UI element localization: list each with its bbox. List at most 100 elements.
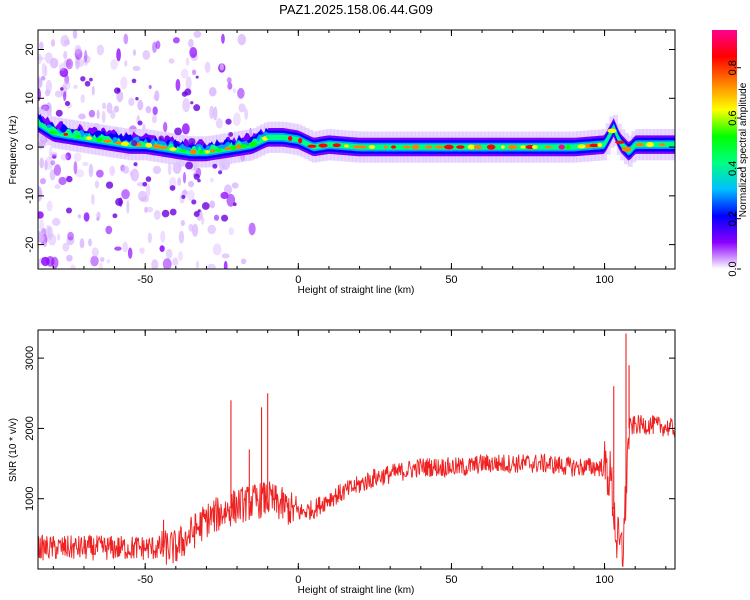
- spectrogram-blob: [201, 202, 210, 210]
- spectrogram-peak: [434, 145, 444, 149]
- spectrogram-speckle: [66, 236, 75, 246]
- spectrogram-speckle: [162, 258, 172, 269]
- spectrogram-speckle: [114, 246, 122, 251]
- snr-ytick-label: 3000: [24, 346, 36, 370]
- spectrogram-speckle: [191, 69, 197, 76]
- spectrogram-speckle: [49, 57, 59, 69]
- spectrogram-blob: [80, 76, 86, 82]
- spectrogram-speckle: [212, 106, 218, 121]
- spectrogram-speckle: [73, 152, 82, 162]
- spectrogram-speckle: [132, 49, 137, 56]
- spectrogram-speckle: [100, 256, 105, 263]
- spectrogram-speckle: [67, 231, 74, 241]
- spectrogram-speckle: [63, 91, 67, 102]
- spectrogram-speckle: [41, 256, 50, 267]
- spectrogram-peak: [585, 143, 591, 149]
- spectrogram-peak: [158, 145, 168, 150]
- spectrogram-speckle: [178, 230, 185, 244]
- spectrogram-speckle: [181, 123, 190, 135]
- spectrogram-speckle: [178, 251, 183, 262]
- spectrogram-speckle: [204, 61, 211, 73]
- colorbar-fill: [712, 30, 737, 269]
- spectrogram-speckle: [64, 74, 70, 85]
- spectrogram-peak: [95, 137, 103, 142]
- spectrogram-speckle: [207, 263, 216, 269]
- spectrogram-speckle: [79, 238, 85, 249]
- spectrogram-peak: [531, 145, 538, 150]
- spectrogram-peak: [659, 143, 666, 147]
- spectrogram-blob: [145, 176, 152, 182]
- spectrogram-speckle: [244, 108, 249, 121]
- spectrogram-speckle: [177, 177, 182, 186]
- spectrogram-peak: [577, 144, 586, 149]
- spectrogram-peak: [198, 149, 204, 154]
- spectrogram-speckle: [210, 177, 214, 183]
- chart-title: PAZ1.2025.158.06.44.G09: [279, 2, 433, 17]
- spectrogram-ridge: [38, 117, 675, 155]
- spectrogram-speckle: [50, 39, 56, 47]
- spectrogram-speckle: [132, 65, 141, 71]
- spectrogram-speckle: [160, 230, 166, 243]
- spectrogram-speckle: [63, 51, 68, 60]
- spectrogram-speckle: [128, 97, 135, 107]
- spectrogram-speckle: [185, 76, 192, 91]
- spectrogram-speckle: [51, 217, 61, 227]
- snr-xtick-label: 0: [295, 574, 301, 586]
- spectrogram-speckle: [44, 65, 48, 77]
- spectrogram-speckle: [212, 243, 222, 256]
- spectrogram-speckle: [120, 76, 128, 90]
- spectrogram-blob: [55, 109, 63, 117]
- spectrogram-peak: [103, 139, 112, 143]
- spectrogram-speckle: [91, 85, 95, 96]
- spectrogram-speckle: [96, 44, 105, 56]
- spectrogram-peak: [248, 141, 258, 147]
- spectrogram-speckle: [123, 33, 129, 45]
- spectrogram-speckle: [220, 191, 229, 200]
- spectrogram-speckle: [74, 44, 82, 55]
- spectrogram-speckle: [88, 238, 92, 247]
- spectrogram-speckle: [187, 180, 195, 188]
- spectrogram-speckle: [95, 169, 104, 178]
- spectrogram-speckle: [172, 37, 180, 44]
- spectrogram-speckle: [80, 94, 85, 104]
- spectrogram-peak: [224, 146, 232, 151]
- spectrogram-speckle: [83, 50, 88, 63]
- spectrogram-speckle: [193, 30, 202, 38]
- colorbar-label: Normalized spectral amplitude: [738, 82, 749, 217]
- spectrogram-blob: [113, 87, 121, 94]
- spectrogram-peak: [645, 142, 655, 148]
- spectrogram-speckle: [181, 189, 188, 196]
- spectrogram-peak: [240, 144, 248, 148]
- spectrogram-blob: [137, 120, 143, 126]
- spectrogram-ytick-label: 20: [24, 43, 36, 55]
- spectrogram-speckle: [154, 90, 160, 102]
- spectrogram-speckle: [49, 169, 56, 181]
- spectrogram-speckle: [240, 258, 247, 265]
- spectrogram-speckle: [51, 153, 57, 159]
- spectrogram-axes: -50 0 50 100 -20 -10 0 10 20: [24, 30, 675, 286]
- spectrogram-speckle: [96, 109, 100, 120]
- spectrogram-speckle: [39, 219, 45, 232]
- spectrogram-peak: [597, 142, 603, 148]
- spectrogram-speckle: [48, 147, 53, 160]
- spectrogram-blob: [133, 162, 138, 167]
- spectrogram-speckle: [122, 165, 130, 174]
- spectrogram-speckle: [188, 38, 194, 48]
- spectrogram-peak: [635, 142, 644, 147]
- spectrogram-peak: [486, 144, 496, 150]
- spectrogram-speckle: [153, 209, 161, 220]
- spectrogram-peak: [214, 148, 223, 152]
- spectrogram-speckle: [182, 98, 191, 113]
- spectrogram-speckle: [172, 257, 179, 267]
- spectrogram-speckle: [165, 248, 173, 259]
- snr-axes: -50 0 50 100 1000 2000 3000: [24, 330, 675, 586]
- spectrogram-speckle: [163, 121, 168, 133]
- spectrogram-blob: [112, 213, 118, 219]
- snr-ytick-label: 1000: [24, 486, 36, 510]
- spectrogram-blob: [185, 161, 194, 170]
- spectrogram-peak: [48, 130, 58, 134]
- spectrogram-ytick-label: -10: [24, 188, 36, 204]
- colorbar-tick-label: 0.2: [727, 211, 739, 226]
- spectrogram-speckle: [63, 39, 71, 46]
- spectrogram-speckle: [175, 79, 181, 91]
